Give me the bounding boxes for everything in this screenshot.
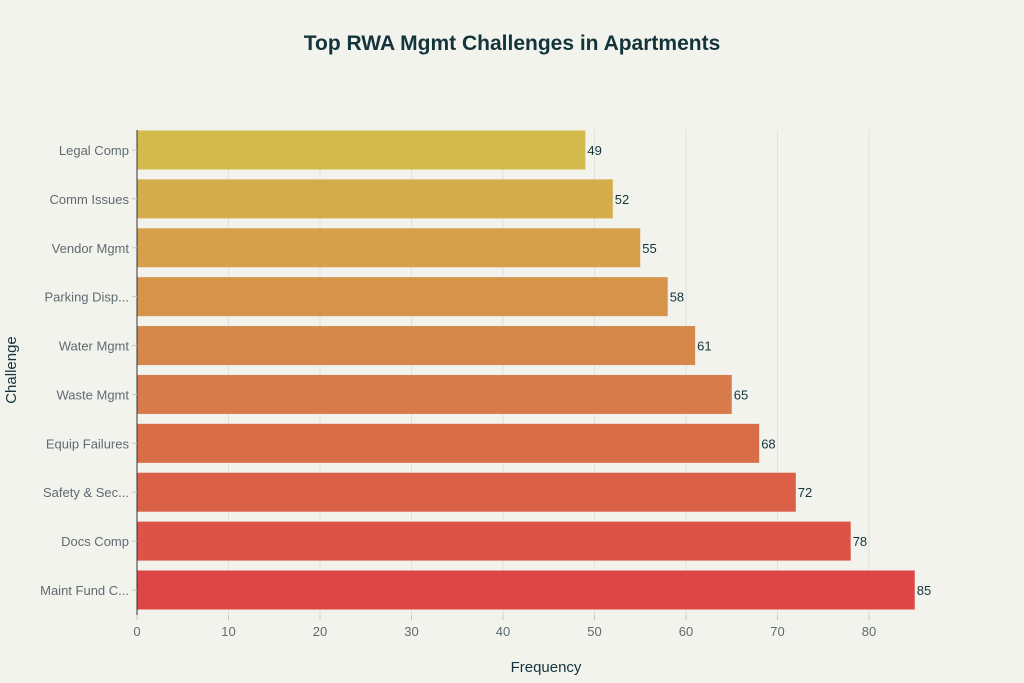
y-tick-labels: Legal Comp Comm Issues Vendor Mgmt Parking … — [40, 143, 137, 598]
y-tick-label: Water Mgmt — [59, 339, 130, 354]
x-tick-label: 0 — [133, 624, 140, 639]
bar — [137, 521, 851, 561]
x-axis-label: Frequency — [511, 659, 582, 676]
bar — [137, 228, 641, 268]
x-tick-label: 80 — [862, 624, 876, 639]
data-label: 78 — [853, 534, 867, 549]
data-label: 52 — [615, 192, 629, 207]
y-tick-label: Vendor Mgmt — [52, 241, 130, 256]
bar — [137, 277, 668, 317]
x-tick-labels: 0 10 20 30 40 50 60 70 80 — [133, 624, 876, 639]
data-label: 85 — [917, 583, 931, 598]
x-tick-label: 50 — [587, 624, 601, 639]
y-tick-label: Parking Disp... — [44, 290, 129, 305]
x-tick-label: 60 — [679, 624, 693, 639]
y-tick-label: Docs Comp — [61, 534, 129, 549]
data-label: 49 — [587, 143, 601, 158]
y-tick-label: Legal Comp — [59, 143, 129, 158]
x-tick-label: 30 — [404, 624, 418, 639]
x-tick-label: 10 — [221, 624, 235, 639]
x-tick-label: 70 — [770, 624, 784, 639]
bars: 49 52 55 58 61 65 68 72 78 85 — [137, 130, 931, 610]
y-axis-label: Challenge — [3, 336, 20, 404]
bar — [137, 423, 760, 463]
data-label: 55 — [642, 241, 656, 256]
bar — [137, 374, 732, 414]
bar — [137, 130, 586, 170]
bar — [137, 326, 696, 366]
x-tick-label: 20 — [313, 624, 327, 639]
x-tick-label: 40 — [496, 624, 510, 639]
bar — [137, 179, 613, 219]
bar — [137, 472, 796, 512]
chart-title: Top RWA Mgmt Challenges in Apartments — [304, 32, 721, 55]
data-label: 65 — [734, 387, 748, 402]
y-tick-label: Safety & Sec... — [43, 485, 129, 500]
data-label: 72 — [798, 485, 812, 500]
data-label: 61 — [697, 339, 711, 354]
y-tick-label: Equip Failures — [46, 436, 130, 451]
data-label: 58 — [670, 290, 684, 305]
y-tick-label: Waste Mgmt — [57, 387, 130, 402]
bar — [137, 570, 915, 610]
y-tick-label: Comm Issues — [50, 192, 130, 207]
y-tick-label: Maint Fund C... — [40, 583, 129, 598]
data-label: 68 — [761, 436, 775, 451]
